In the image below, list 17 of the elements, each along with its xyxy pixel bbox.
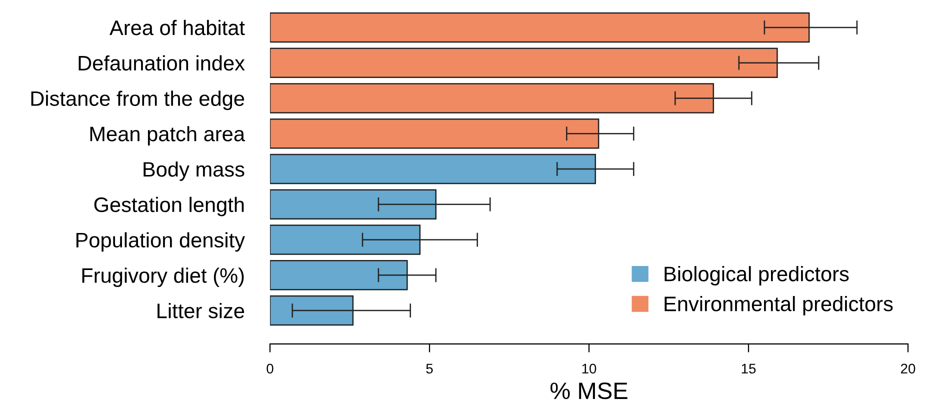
x-tick-label: 10 (582, 364, 596, 374)
x-tick-label: 5 (426, 364, 433, 374)
y-tick-label: Litter size (158, 302, 244, 318)
x-axis-title: % MSE (550, 382, 628, 400)
x-tick-label: 15 (742, 364, 756, 374)
y-tick-label: Frugivory diet (%) (82, 268, 244, 288)
y-tick-label: Defaunation index (78, 55, 245, 71)
legend-label: Environmental predictors (664, 296, 893, 316)
y-tick-label: Area of habitat (110, 20, 245, 36)
y-tick-label: Mean patch area (90, 126, 246, 146)
y-tick-label: Distance from the edge (31, 90, 244, 110)
x-tick-label: 20 (900, 364, 916, 374)
y-tick-label: Population density (76, 232, 245, 252)
y-tick-label: Body mass (144, 161, 244, 181)
y-tick-label: Gestation length (94, 196, 244, 216)
legend-label: Biological predictors (664, 266, 849, 286)
x-tick-label: 0 (266, 364, 274, 374)
